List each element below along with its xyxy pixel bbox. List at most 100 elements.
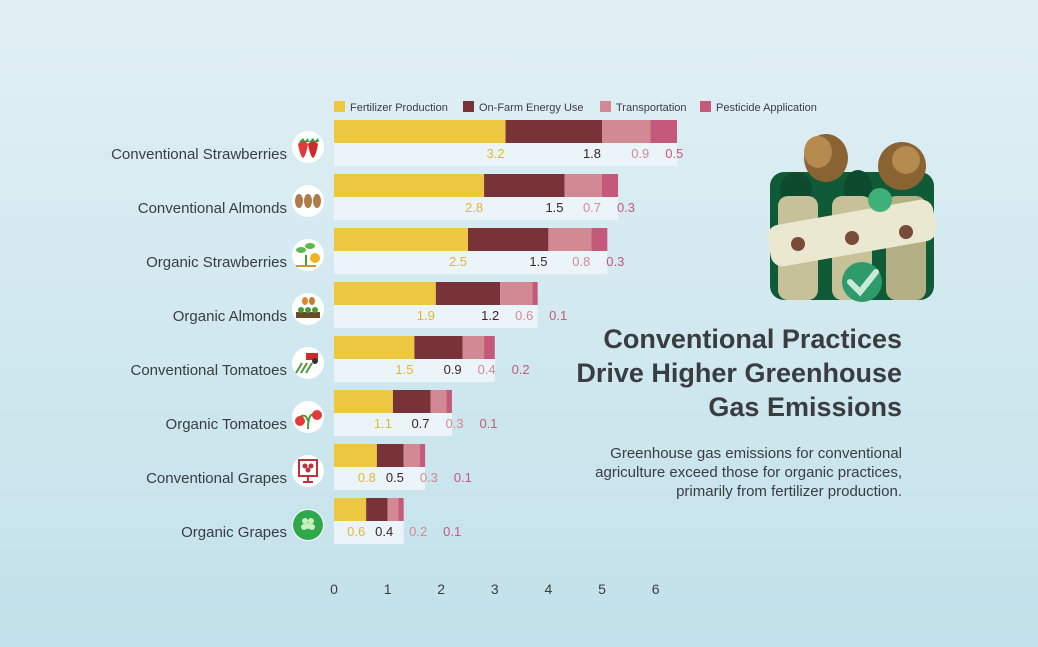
value-label: 1.8 [583,146,601,161]
strawberry-icon [298,138,319,158]
value-label: 0.8 [358,470,376,485]
legend-swatch-1 [463,101,474,112]
bar-segment [435,282,501,305]
value-label: 0.1 [454,470,472,485]
bar-segment [334,336,415,359]
value-label: 0.1 [443,524,461,539]
value-label: 0.2 [512,362,530,377]
category-label: Organic Tomatoes [166,416,287,433]
bar-row: Conventional Tomatoes 1.5 0.9 0.4 0.2 [131,336,530,382]
value-label: 0.9 [444,362,462,377]
bar-row: Organic Grapes 0.6 0.4 0.2 0.1 [181,498,461,544]
x-axis: 0 1 2 3 4 5 6 [330,581,660,597]
chart-rows: Conventional Strawberries 3.2 1.8 0.9 0.5Con… [111,120,683,544]
bar-segment [414,336,463,359]
value-label: 1.5 [545,200,563,215]
value-label: 0.6 [347,524,365,539]
value-label: 0.1 [549,308,567,323]
bar-segment [500,282,533,305]
strawberry-icon-bg [292,131,324,163]
x-tick-label: 0 [330,581,338,597]
value-label: 0.1 [479,416,497,431]
chart-subtitle: Greenhouse gas emissions for conventiona… [595,445,902,500]
bar-segment [334,390,393,413]
bar-segment [484,336,495,359]
value-label: 3.2 [486,146,504,161]
bar-segment [392,390,431,413]
value-label: 0.7 [583,200,601,215]
bar-segment [334,444,377,467]
value-label: 0.7 [411,416,429,431]
tomato-plant-icon [295,410,322,430]
sprout-check-icon [296,243,320,267]
orchard-icon [296,297,320,318]
value-label: 0.5 [386,470,404,485]
organic-grape-icon [293,510,323,540]
legend-label-2: Transportation [616,102,687,114]
bar-segment [403,444,420,467]
bar-segment [484,174,565,197]
bar-segment [532,282,538,305]
bar-segment [602,120,651,143]
tractor-field-icon-bg [292,347,324,379]
sprout-check-icon-bg [292,239,324,271]
value-label: 1.9 [417,308,435,323]
bar-row: Conventional Almonds 2.8 1.5 0.7 0.3 [138,174,635,220]
bar-segment [376,444,404,467]
bar-segment [334,228,468,251]
value-label: 2.8 [465,200,483,215]
bar-row: Organic Strawberries 2.5 1.5 0.8 0.3 [146,228,624,274]
category-label: Organic Almonds [173,308,287,325]
almond-icon [295,194,321,208]
bar-row: Organic Almonds 1.9 1.2 0.6 0.1 [173,282,567,328]
category-label: Conventional Grapes [146,470,287,487]
value-label: 0.4 [375,524,393,539]
bar-segment [468,228,549,251]
value-label: 1.1 [374,416,392,431]
bar-segment [505,120,602,143]
x-tick-label: 5 [598,581,606,597]
category-label: Conventional Almonds [138,200,287,217]
bar-segment [366,498,388,521]
value-label: 0.6 [515,308,533,323]
category-label: Conventional Strawberries [111,146,287,163]
value-label: 0.9 [631,146,649,161]
bar-segment [650,120,678,143]
bar-segment [430,390,447,413]
bar-segment [591,228,608,251]
value-label: 0.2 [409,524,427,539]
bar-segment [602,174,619,197]
legend-label-0: Fertilizer Production [350,102,448,114]
value-label: 0.4 [478,362,496,377]
value-label: 1.2 [481,308,499,323]
bar-segment [446,390,452,413]
grape-sign-icon [298,459,318,483]
bar-row: Conventional Strawberries 3.2 1.8 0.9 0.5 [111,120,683,166]
value-label: 0.3 [445,416,463,431]
x-tick-label: 1 [384,581,392,597]
legend: Fertilizer Production On-Farm Energy Use T… [334,101,817,114]
hero-crops-illustration-icon [767,134,937,302]
x-tick-label: 2 [437,581,445,597]
value-label: 0.5 [665,146,683,161]
bar-row: Organic Tomatoes 1.1 0.7 0.3 0.1 [166,390,498,436]
bar-segment [564,174,602,197]
value-label: 2.5 [449,254,467,269]
category-label: Conventional Tomatoes [131,362,288,379]
chart-title: Conventional Practices Drive Higher Gree… [576,324,902,422]
bar-segment [387,498,399,521]
value-label: 0.3 [617,200,635,215]
bar-segment [398,498,404,521]
x-tick-label: 6 [652,581,660,597]
value-label: 0.3 [420,470,438,485]
value-label: 0.8 [572,254,590,269]
legend-label-3: Pesticide Application [716,102,817,114]
bar-segment [334,120,506,143]
legend-swatch-2 [600,101,611,112]
bar-segment [334,174,485,197]
bar-segment [334,498,367,521]
legend-swatch-3 [700,101,711,112]
value-label: 0.3 [606,254,624,269]
value-label: 1.5 [395,362,413,377]
